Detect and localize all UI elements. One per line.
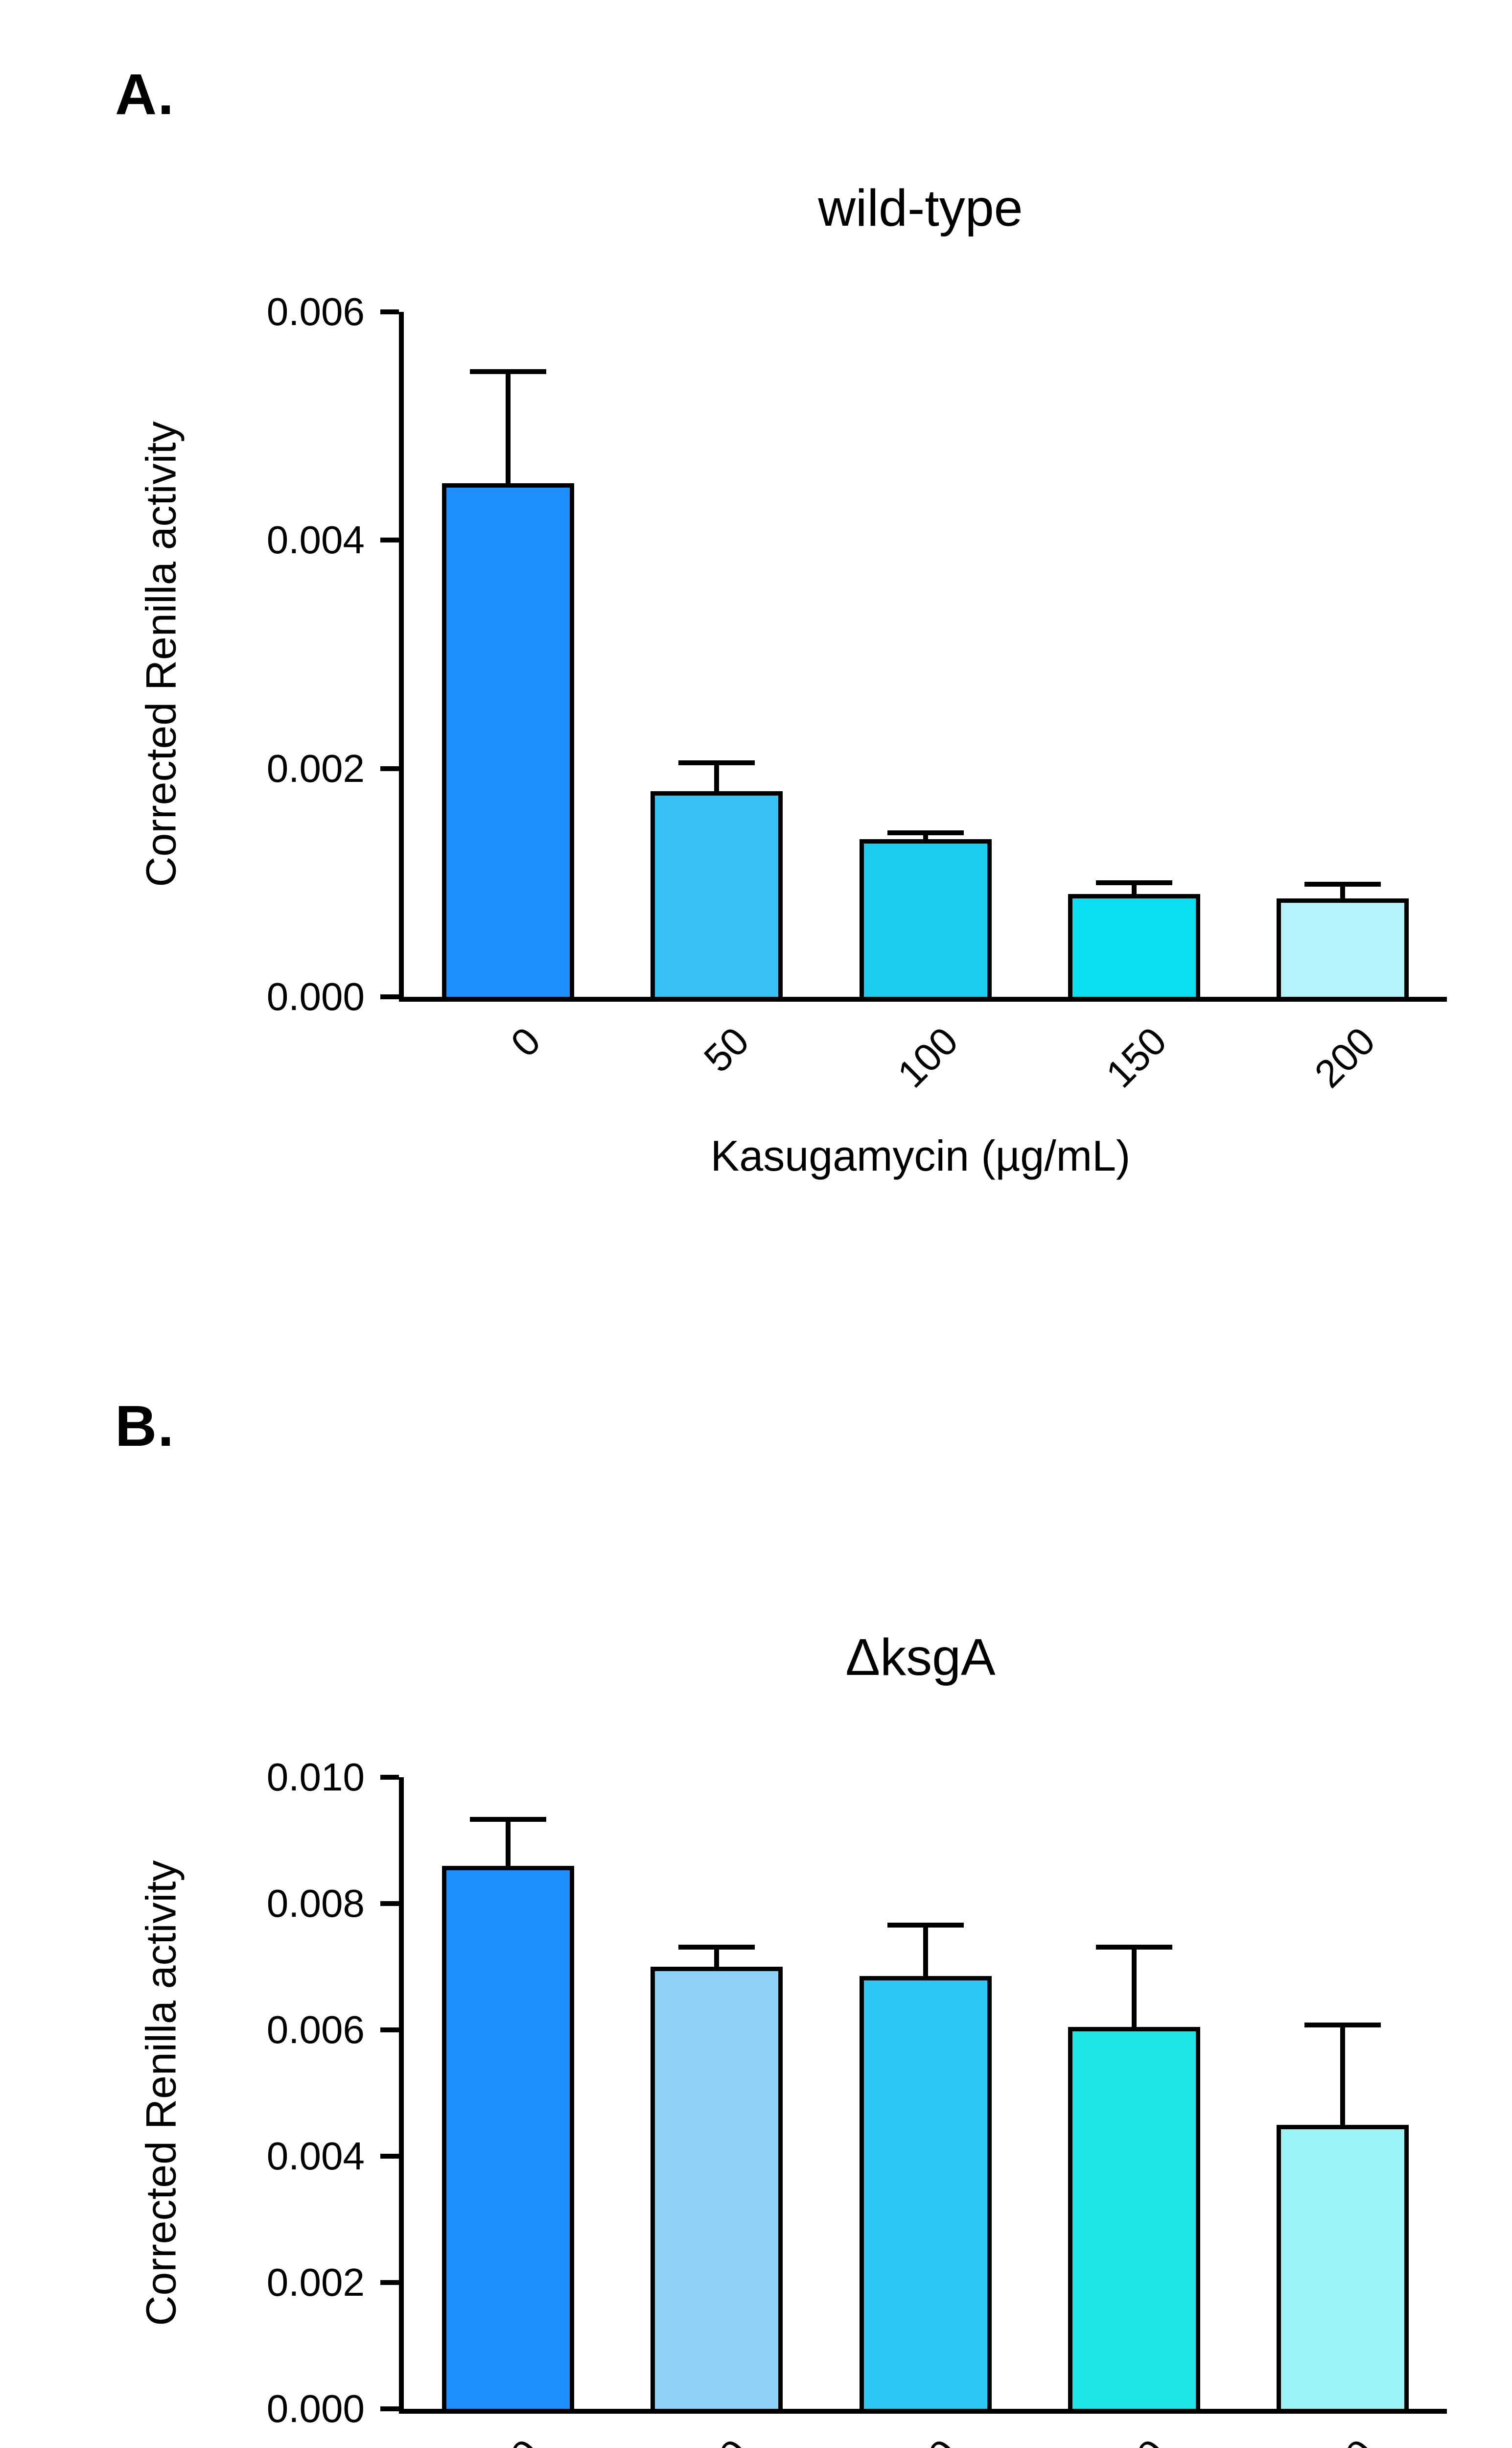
y-tick-label: 0.008 [266,1882,365,1925]
x-tick-label: 0 [379,2431,549,2448]
y-tick-label: 0.002 [266,746,365,790]
y-tick-label: 0.002 [266,2260,365,2304]
bar [651,1967,783,2409]
bar [651,791,783,997]
x-tick-label: 50 [588,2431,757,2448]
panel-b-letter: B. [115,1394,175,1459]
panel-b-y-axis-label: Corrected Renilla activity [138,1860,185,2326]
y-tick-mark [380,2406,399,2411]
y-tick-label: 0.006 [266,2008,365,2051]
y-tick-label: 0.000 [266,975,365,1018]
x-tick-label: 150 [1005,2431,1175,2448]
error-bar-cap [470,1817,547,1822]
error-bar-cap [1095,1944,1172,1950]
error-bar-cap [1304,881,1381,887]
y-tick-mark [380,2027,399,2032]
bar [859,1976,992,2409]
error-bar-stem [714,760,720,792]
y-tick-label: 0.010 [266,1755,365,1799]
bar [1068,894,1200,997]
y-tick-mark [380,2280,399,2285]
y-tick-mark [380,2154,399,2159]
error-bar-cap [678,760,755,766]
panel-a-chart-title: wild-type [818,179,1023,237]
error-bar-stem [1340,881,1345,899]
y-tick-mark [380,994,399,999]
bar [1276,898,1409,997]
error-bar-stem [506,1817,511,1866]
error-bar-cap [887,830,964,835]
error-bar-cap [887,1922,964,1928]
panel-a-y-axis-label: Corrected Renilla activity [138,421,185,887]
y-tick-mark [380,309,399,314]
error-bar-stem [714,1944,720,1967]
bar [1068,2026,1200,2409]
y-tick-label: 0.004 [266,2134,365,2178]
bar [442,1865,575,2409]
error-bar-stem [1131,1944,1137,2027]
x-tick-label: 200 [1214,2431,1383,2448]
y-tick-label: 0.000 [266,2387,365,2430]
y-tick-label: 0.006 [266,290,365,333]
bar [442,483,575,997]
error-bar-stem [506,369,511,483]
y-tick-mark [380,766,399,771]
panel-a-plot: 0.000 0.002 0.004 0.006 0 50 100 150 200 [267,290,1447,1096]
y-tick-label: 0.004 [266,518,365,562]
panel-a-letter: A. [115,62,175,127]
panel-b-chart-title: ΔksgA [845,1628,996,1686]
panel-a-x-axis-label: Kasugamycin (µg/mL) [710,1131,1131,1180]
y-tick-mark [380,538,399,543]
error-bar-cap [678,1944,755,1950]
bar [1276,2124,1409,2409]
panel-b-plot: 0.000 0.002 0.004 0.006 0.008 0.010 0 50 100 150 2… [267,1755,1447,2448]
x-tick-label: 100 [797,2431,966,2448]
error-bar-cap [1304,2022,1381,2027]
y-tick-mark [380,1775,399,1780]
error-bar-cap [470,369,547,374]
error-bar-stem [1340,2022,1345,2125]
y-tick-mark [380,1901,399,1906]
bar [859,839,992,997]
error-bar-stem [1131,880,1137,894]
error-bar-stem [923,1922,928,1977]
error-bar-cap [1095,880,1172,886]
